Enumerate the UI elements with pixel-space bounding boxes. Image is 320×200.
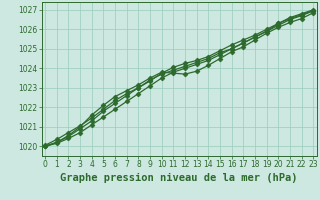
X-axis label: Graphe pression niveau de la mer (hPa): Graphe pression niveau de la mer (hPa) — [60, 173, 298, 183]
